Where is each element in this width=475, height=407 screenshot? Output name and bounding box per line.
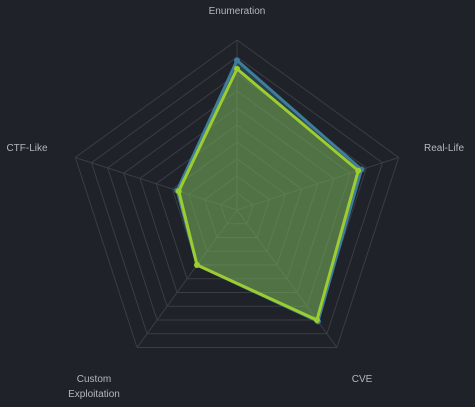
grid-ring <box>123 90 351 307</box>
spoke <box>136 209 238 348</box>
spoke <box>236 156 399 211</box>
grid-ring <box>107 73 367 321</box>
spoke <box>236 209 338 348</box>
grid-ring <box>220 192 254 225</box>
axis-label: CTF-Like <box>6 143 48 154</box>
data-point <box>234 65 240 72</box>
axis-label: CVE <box>351 374 373 385</box>
axis-label: Custom Exploitation <box>68 374 120 400</box>
series-area <box>177 67 360 322</box>
grid-ring <box>90 56 384 335</box>
grid-ring <box>139 107 335 294</box>
grid-ring <box>187 158 287 252</box>
grid-ring <box>155 124 319 280</box>
axis-label: Real-Life <box>423 143 465 154</box>
data-point <box>313 317 320 324</box>
axis-label: Enumeration <box>208 6 266 17</box>
grid-ring <box>204 175 270 239</box>
data-point <box>355 167 362 174</box>
data-point <box>194 262 201 269</box>
data-point <box>234 57 240 64</box>
data-point <box>175 188 182 195</box>
grid-ring <box>74 39 400 349</box>
spoke <box>75 156 238 211</box>
